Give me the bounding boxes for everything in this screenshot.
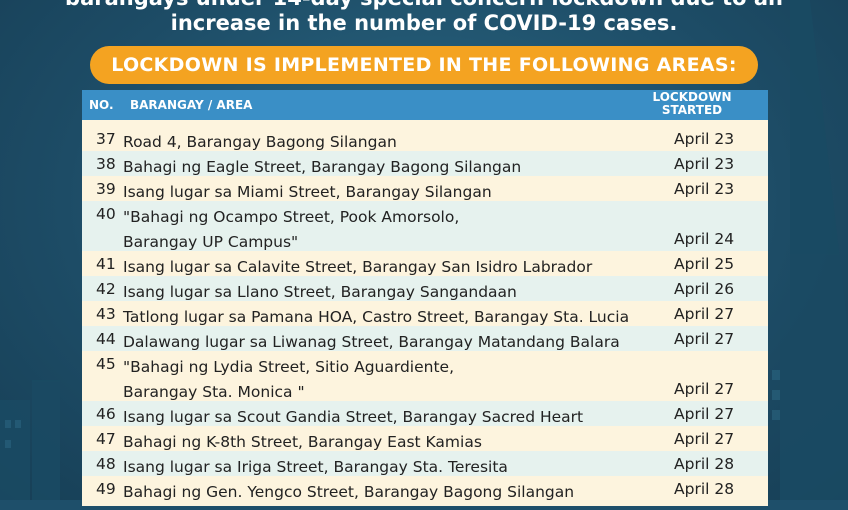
row-area-line-2: Barangay Sta. Monica " — [123, 383, 305, 401]
row-number: 37 — [96, 130, 116, 148]
intro-line-1: barangays under 14-day special concern l… — [0, 0, 848, 11]
row-number: 40 — [96, 205, 116, 223]
row-date: April 25 — [674, 255, 735, 273]
table-row: 38 Bahagi ng Eagle Street, Barangay Bago… — [82, 151, 768, 176]
row-area: Bahagi ng K-8th Street, Barangay East Ka… — [123, 433, 482, 451]
row-area-line-1: "Bahagi ng Ocampo Street, Pook Amorsolo, — [123, 208, 460, 226]
table-row: 45 "Bahagi ng Lydia Street, Sitio Aguard… — [82, 351, 768, 401]
row-area: Road 4, Barangay Bagong Silangan — [123, 133, 397, 151]
row-date: April 27 — [674, 330, 735, 348]
row-number: 47 — [96, 430, 116, 448]
row-area: Isang lugar sa Iriga Street, Barangay St… — [123, 458, 508, 476]
row-number: 41 — [96, 255, 116, 273]
row-area: Isang lugar sa Scout Gandia Street, Bara… — [123, 408, 584, 426]
row-date: April 27 — [674, 430, 735, 448]
table-row: 37 Road 4, Barangay Bagong Silangan Apri… — [82, 126, 768, 151]
row-area: "Bahagi ng Ocampo Street, Pook Amorsolo,… — [123, 205, 459, 255]
row-date: April 27 — [674, 305, 735, 323]
row-date: April 23 — [674, 180, 735, 198]
row-number: 39 — [96, 180, 116, 198]
intro-line-2: increase in the number of COVID-19 cases… — [170, 11, 678, 35]
row-date: April 24 — [674, 230, 735, 248]
row-date: April 23 — [674, 130, 735, 148]
row-number: 48 — [96, 455, 116, 473]
row-date: April 27 — [674, 380, 735, 398]
header-area: BARANGAY / AREA — [130, 98, 253, 112]
table-row: 42 Isang lugar sa Llano Street, Barangay… — [82, 276, 768, 301]
row-date: April 28 — [674, 455, 735, 473]
table-row: 43 Tatlong lugar sa Pamana HOA, Castro S… — [82, 301, 768, 326]
table-row: 47 Bahagi ng K-8th Street, Barangay East… — [82, 426, 768, 451]
row-area: Bahagi ng Gen. Yengco Street, Barangay B… — [123, 483, 575, 501]
intro-text: barangays under 14-day special concern l… — [0, 0, 848, 36]
table-row: 44 Dalawang lugar sa Liwanag Street, Bar… — [82, 326, 768, 351]
row-area-line-2: Barangay UP Campus" — [123, 233, 299, 251]
header-date-line-1: LOCKDOWN — [652, 90, 732, 104]
row-date: April 23 — [674, 155, 735, 173]
lockdown-banner: LOCKDOWN IS IMPLEMENTED IN THE FOLLOWING… — [90, 46, 758, 84]
row-area: Dalawang lugar sa Liwanag Street, Barang… — [123, 333, 620, 351]
row-area: Bahagi ng Eagle Street, Barangay Bagong … — [123, 158, 522, 176]
row-number: 44 — [96, 330, 116, 348]
row-date: April 27 — [674, 405, 735, 423]
header-date-line-2: STARTED — [661, 103, 723, 117]
row-number: 42 — [96, 280, 116, 298]
row-area: "Bahagi ng Lydia Street, Sitio Aguardien… — [123, 355, 454, 405]
row-area-line-1: "Bahagi ng Lydia Street, Sitio Aguardien… — [123, 358, 455, 376]
row-number: 43 — [96, 305, 116, 323]
row-number: 45 — [96, 355, 116, 373]
table-row: 49 Bahagi ng Gen. Yengco Street, Baranga… — [82, 476, 768, 506]
header-no: NO. — [89, 98, 114, 112]
row-area: Tatlong lugar sa Pamana HOA, Castro Stre… — [123, 308, 630, 326]
table-row: 46 Isang lugar sa Scout Gandia Street, B… — [82, 401, 768, 426]
row-number: 49 — [96, 480, 116, 498]
row-number: 46 — [96, 405, 116, 423]
header-lockdown-started: LOCKDOWN STARTED — [652, 91, 732, 117]
row-number: 38 — [96, 155, 116, 173]
table-body: 37 Road 4, Barangay Bagong Silangan Apri… — [82, 120, 768, 506]
row-date: April 26 — [674, 280, 735, 298]
row-date: April 28 — [674, 480, 735, 498]
table-row: 40 "Bahagi ng Ocampo Street, Pook Amorso… — [82, 201, 768, 251]
table-row: 39 Isang lugar sa Miami Street, Barangay… — [82, 176, 768, 201]
row-area: Isang lugar sa Llano Street, Barangay Sa… — [123, 283, 517, 301]
lockdown-table: NO. BARANGAY / AREA LOCKDOWN STARTED 37 … — [82, 90, 768, 510]
table-header: NO. BARANGAY / AREA LOCKDOWN STARTED — [82, 90, 768, 120]
table-row: 41 Isang lugar sa Calavite Street, Baran… — [82, 251, 768, 276]
row-area: Isang lugar sa Calavite Street, Barangay… — [123, 258, 593, 276]
table-row: 48 Isang lugar sa Iriga Street, Barangay… — [82, 451, 768, 476]
row-area: Isang lugar sa Miami Street, Barangay Si… — [123, 183, 492, 201]
